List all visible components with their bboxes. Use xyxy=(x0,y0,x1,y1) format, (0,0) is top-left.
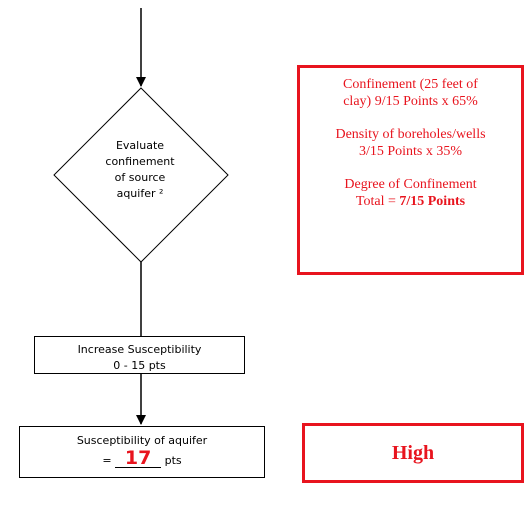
decision-line: confinement xyxy=(105,155,175,168)
points-unit: pts xyxy=(164,454,182,467)
susceptibility-title: Susceptibility of aquifer xyxy=(76,434,208,447)
degree-total-prefix: Total = xyxy=(355,194,396,209)
density-line: 3/15 Points x 35% xyxy=(358,144,463,159)
degree-line: Degree of Confinement xyxy=(344,177,477,192)
degree-text: Degree of Confinement Total = 7/15 Point… xyxy=(308,176,513,210)
degree-total-value: 7/15 Points xyxy=(399,194,466,209)
confinement-info-box: Confinement (25 feet of clay) 9/15 Point… xyxy=(297,65,524,275)
susceptibility-rating-box: High xyxy=(302,423,524,483)
rating-label: High xyxy=(391,442,435,464)
susceptibility-score-row: = 17 pts xyxy=(20,449,264,469)
confinement-text: Confinement (25 feet of clay) 9/15 Point… xyxy=(308,76,513,110)
decision-line: Evaluate xyxy=(115,139,165,152)
increase-title: Increase Susceptibility xyxy=(77,343,202,356)
decision-label: Evaluate confinement of source aquifer ² xyxy=(90,138,190,202)
confinement-line: clay) 9/15 Points x 65% xyxy=(343,94,478,109)
equals-sign: = xyxy=(102,454,112,467)
increase-susceptibility-box: Increase Susceptibility 0 - 15 pts xyxy=(34,336,245,374)
susceptibility-box: Susceptibility of aquifer = 17 pts xyxy=(19,426,265,478)
susceptibility-score: 17 xyxy=(115,449,162,468)
increase-range: 0 - 15 pts xyxy=(113,359,166,372)
decision-line: of source xyxy=(114,171,166,184)
decision-line: aquifer ² xyxy=(116,187,164,200)
confinement-line: Confinement (25 feet of xyxy=(343,77,478,92)
density-text: Density of boreholes/wells 3/15 Points x… xyxy=(308,126,513,160)
density-line: Density of boreholes/wells xyxy=(335,127,486,142)
